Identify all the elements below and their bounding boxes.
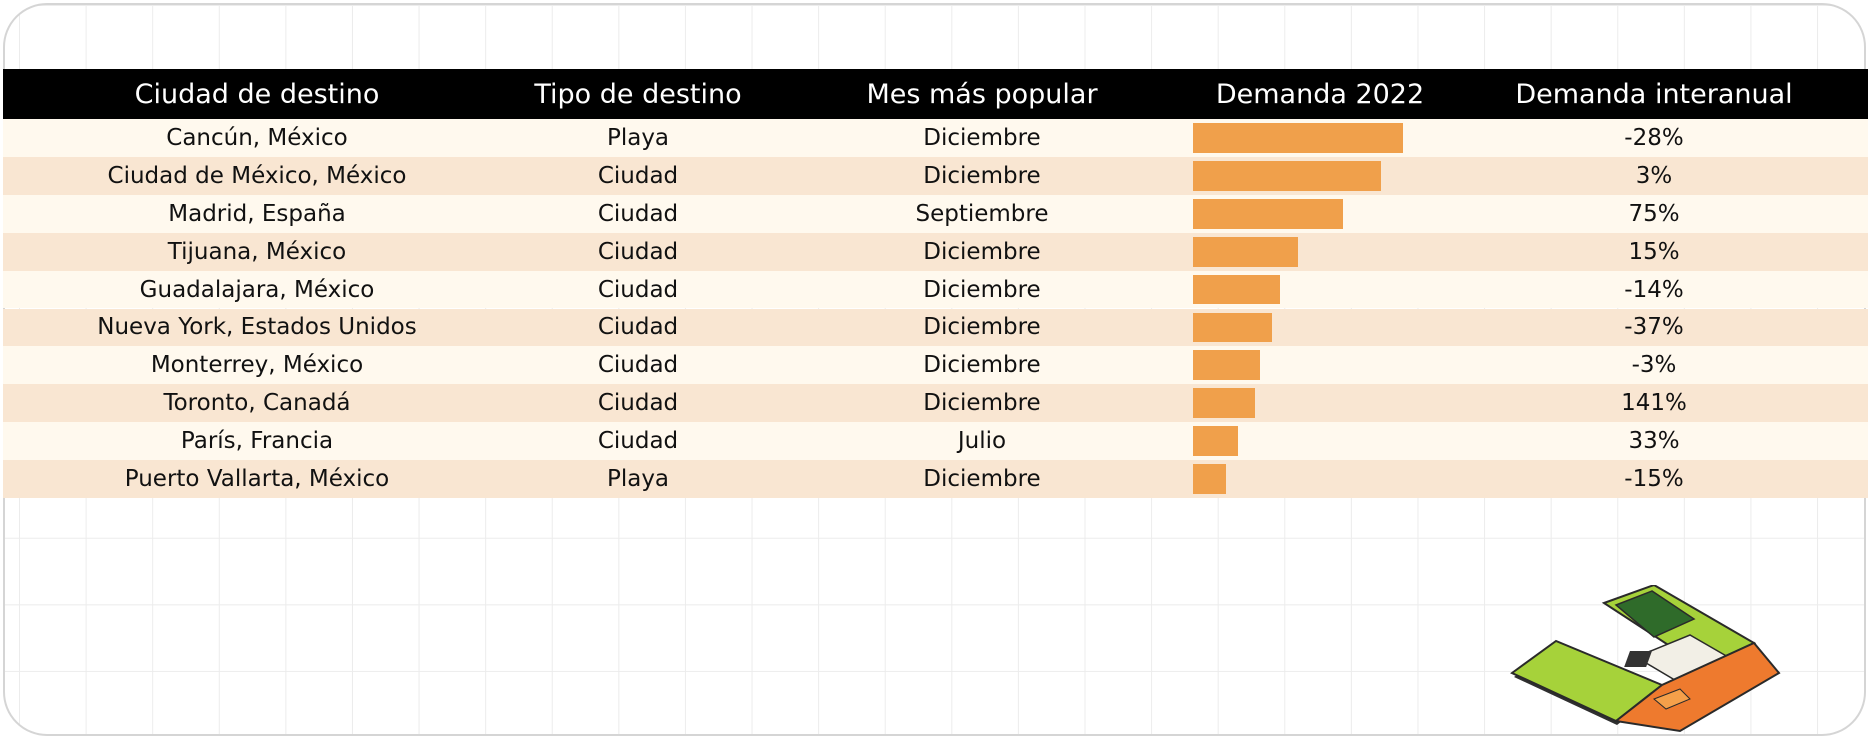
city-cell: Madrid, España [168, 200, 346, 227]
bar-cell [1193, 346, 1443, 384]
type-cell: Ciudad [597, 428, 679, 455]
header-yoy: Demanda interanual [1515, 78, 1793, 110]
type-cell: Ciudad [597, 390, 679, 417]
month-cell: Diciembre [923, 390, 1041, 417]
month-cell: Diciembre [923, 466, 1041, 493]
demand-bar [1193, 350, 1261, 381]
table-row: Puerto Vallarta, México Playa Diciembre -15… [3, 460, 1868, 498]
bar-cell [1193, 195, 1443, 233]
bar-cell [1193, 233, 1443, 271]
bar-cell [1193, 119, 1443, 157]
yoy-cell: -14% [1624, 276, 1684, 303]
yoy-cell: -28% [1624, 124, 1684, 151]
bar-cell [1193, 384, 1443, 422]
table-header: Ciudad de destino Tipo de destino Mes má… [3, 69, 1868, 119]
month-cell: Diciembre [923, 276, 1041, 303]
table-row: Cancún, México Playa Diciembre -28% [3, 119, 1868, 157]
type-cell: Ciudad [597, 238, 679, 265]
yoy-cell: 15% [1628, 238, 1680, 265]
type-cell: Ciudad [597, 276, 679, 303]
table-row: París, Francia Ciudad Julio 33% [3, 422, 1868, 461]
bar-cell [1193, 157, 1443, 195]
city-cell: Toronto, Canadá [163, 390, 351, 417]
month-cell: Diciembre [923, 352, 1041, 379]
demand-bar [1193, 236, 1298, 267]
city-cell: Ciudad de México, México [107, 162, 407, 189]
city-cell: Tijuana, México [167, 238, 347, 265]
header-month: Mes más popular [866, 78, 1098, 110]
header-city: Ciudad de destino [134, 78, 380, 110]
type-cell: Ciudad [597, 200, 679, 227]
header-type: Tipo de destino [534, 78, 742, 110]
bar-cell [1193, 309, 1443, 347]
demand-bar [1193, 388, 1255, 419]
demand-bar [1193, 426, 1239, 457]
month-cell: Julio [957, 428, 1007, 455]
demand-bar [1193, 464, 1226, 494]
city-cell: París, Francia [180, 428, 334, 455]
demand-bar [1193, 274, 1281, 305]
yoy-cell: 33% [1628, 428, 1680, 455]
travel-wallet-illustration [1510, 585, 1781, 733]
type-cell: Ciudad [597, 162, 679, 189]
demand-bar [1193, 198, 1344, 229]
type-cell: Playa [606, 466, 670, 493]
yoy-cell: 75% [1628, 200, 1680, 227]
type-cell: Playa [606, 124, 670, 151]
yoy-cell: -3% [1631, 352, 1677, 379]
month-cell: Diciembre [923, 314, 1041, 341]
city-cell: Puerto Vallarta, México [124, 466, 390, 493]
type-cell: Ciudad [597, 352, 679, 379]
demand-bar [1193, 123, 1403, 153]
table-row: Toronto, Canadá Ciudad Diciembre 141% [3, 384, 1868, 423]
bar-cell [1193, 460, 1443, 498]
yoy-cell: -37% [1624, 314, 1684, 341]
table-row: Tijuana, México Ciudad Diciembre 15% [3, 232, 1868, 271]
city-cell: Nueva York, Estados Unidos [97, 314, 417, 341]
month-cell: Diciembre [923, 162, 1041, 189]
city-cell: Guadalajara, México [139, 276, 375, 303]
city-cell: Cancún, México [166, 124, 348, 151]
table-row: Madrid, España Ciudad Septiembre 75% [3, 194, 1868, 233]
month-cell: Diciembre [923, 238, 1041, 265]
city-cell: Monterrey, México [150, 352, 364, 379]
table-row: Monterrey, México Ciudad Diciembre -3% [3, 346, 1868, 385]
type-cell: Ciudad [597, 314, 679, 341]
bar-cell [1193, 271, 1443, 309]
wallet-icon [1510, 585, 1781, 733]
table-row: Guadalajara, México Ciudad Diciembre -14% [3, 270, 1868, 309]
yoy-cell: -15% [1624, 466, 1684, 493]
month-cell: Septiembre [915, 200, 1049, 227]
table-row: Ciudad de México, México Ciudad Diciembre 3… [3, 156, 1868, 195]
yoy-cell: 141% [1621, 390, 1687, 417]
month-cell: Diciembre [923, 124, 1041, 151]
header-demand-2022: Demanda 2022 [1215, 78, 1425, 110]
demand-bar [1193, 160, 1381, 191]
demand-bar [1193, 312, 1272, 343]
bar-cell [1193, 422, 1443, 460]
table-row: Nueva York, Estados Unidos Ciudad Diciembr… [3, 308, 1868, 347]
yoy-cell: 3% [1635, 162, 1673, 189]
